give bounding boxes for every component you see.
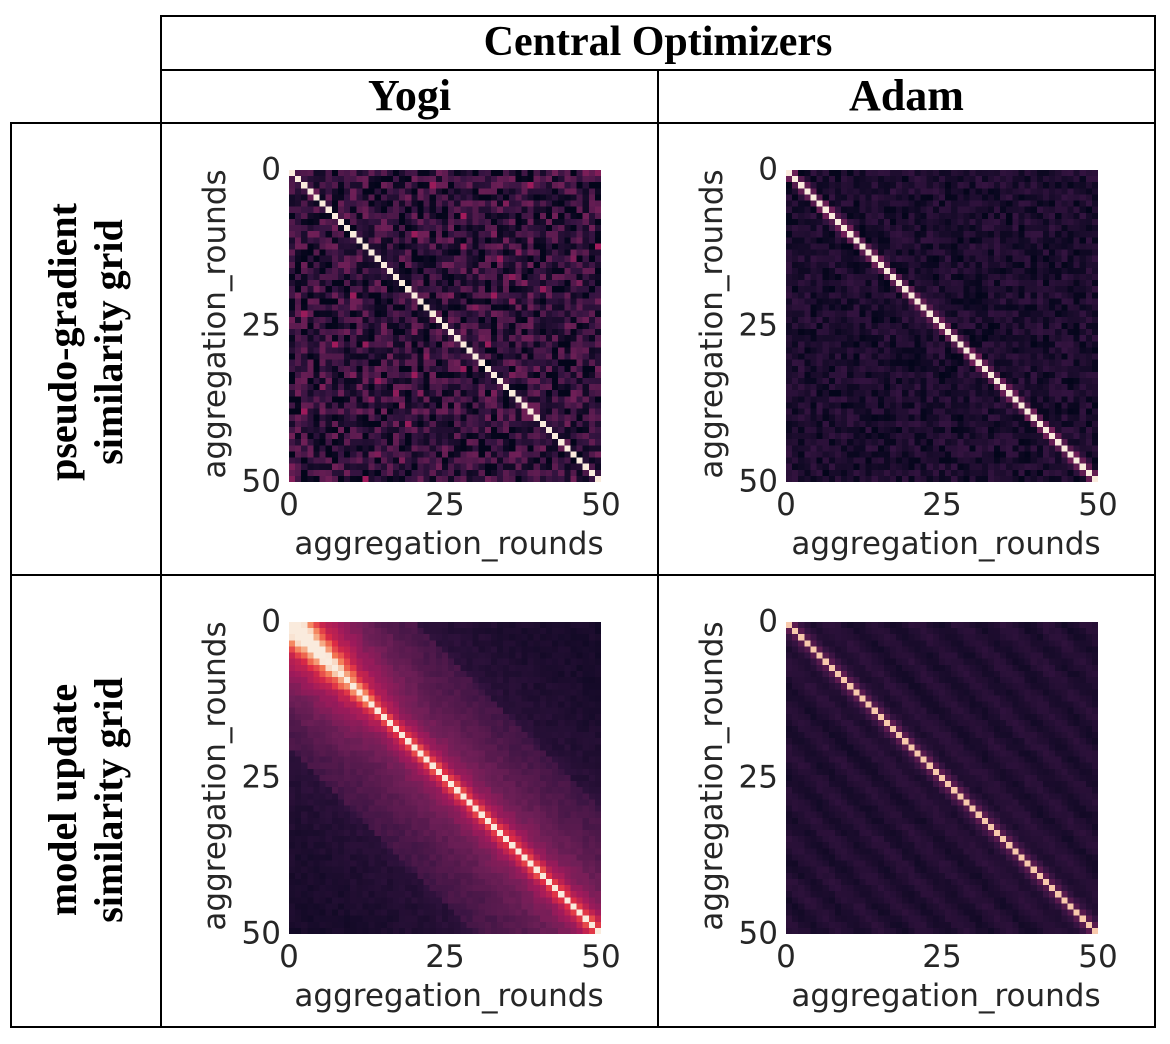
y-axis-label: aggregation_rounds xyxy=(694,621,730,931)
y-tick-label: 25 xyxy=(241,759,281,796)
x-tick-label: 25 xyxy=(425,487,465,523)
heatmap-cells xyxy=(786,622,1098,934)
y-tick-label: 0 xyxy=(261,151,281,188)
x-tick-label: 0 xyxy=(279,939,299,975)
table-border-center xyxy=(657,69,659,1028)
x-tick-label: 0 xyxy=(776,939,796,975)
table-border-left-outer xyxy=(10,122,12,1028)
y-tick-label: 0 xyxy=(261,603,281,640)
table-border-bottom xyxy=(10,1026,1156,1028)
table-border-right xyxy=(1154,15,1156,1028)
heatmap-cells xyxy=(289,170,601,482)
y-tick-label: 50 xyxy=(738,915,778,952)
y-tick-label: 25 xyxy=(738,759,778,796)
x-axis-label: aggregation_rounds xyxy=(791,526,1101,562)
x-tick-label: 50 xyxy=(1078,939,1118,975)
y-axis-label: aggregation_rounds xyxy=(694,169,730,479)
x-tick-label: 50 xyxy=(581,487,621,523)
table-border-left xyxy=(160,15,162,1028)
x-tick-label: 25 xyxy=(922,487,962,523)
x-tick-label: 50 xyxy=(581,939,621,975)
row-label-line1: model update xyxy=(40,683,85,917)
y-tick-label: 25 xyxy=(241,307,281,344)
y-tick-label: 50 xyxy=(241,915,281,952)
x-tick-label: 0 xyxy=(776,487,796,523)
column-header-adam: Adam xyxy=(849,71,964,120)
y-axis-label: aggregation_rounds xyxy=(197,621,233,931)
table-border-mid xyxy=(10,574,1156,576)
table-border-top xyxy=(160,15,1156,17)
x-axis-label: aggregation_rounds xyxy=(791,978,1101,1014)
x-tick-label: 50 xyxy=(1078,487,1118,523)
row-label-line2: similarity grid xyxy=(86,677,131,923)
table-title: Central Optimizers xyxy=(483,19,833,65)
x-axis-label: aggregation_rounds xyxy=(294,978,604,1014)
x-tick-label: 25 xyxy=(425,939,465,975)
y-tick-label: 50 xyxy=(738,463,778,500)
x-tick-label: 25 xyxy=(922,939,962,975)
column-header-yogi: Yogi xyxy=(367,71,452,120)
y-tick-label: 0 xyxy=(758,603,778,640)
table-border-under-columns xyxy=(10,122,1156,124)
y-tick-label: 50 xyxy=(241,463,281,500)
heatmap-cells xyxy=(289,622,601,934)
row-label-line1: pseudo-gradient xyxy=(40,203,85,481)
x-tick-label: 0 xyxy=(279,487,299,523)
y-axis-label: aggregation_rounds xyxy=(197,169,233,479)
y-tick-label: 25 xyxy=(738,307,778,344)
row-label-model-update: model update similarity grid xyxy=(40,677,132,923)
heatmap-cells xyxy=(786,170,1098,482)
row-label-pseudo-gradient: pseudo-gradient similarity grid xyxy=(40,203,132,481)
row-label-line2: similarity grid xyxy=(86,219,131,465)
y-tick-label: 0 xyxy=(758,151,778,188)
x-axis-label: aggregation_rounds xyxy=(294,526,604,562)
